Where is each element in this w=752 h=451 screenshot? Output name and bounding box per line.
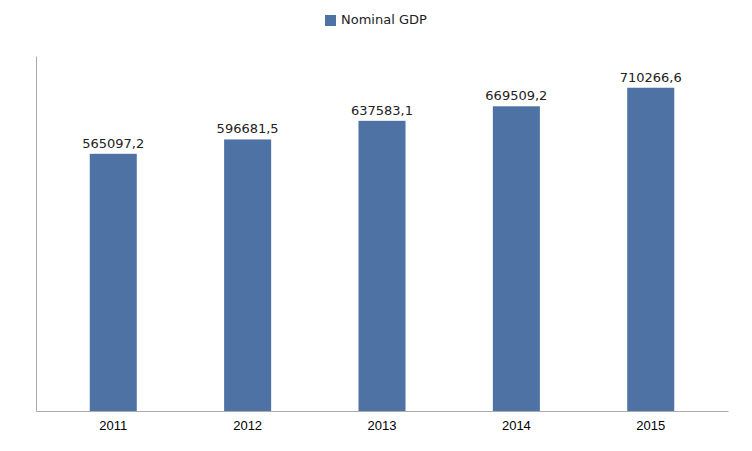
bar: [627, 88, 674, 411]
bars: [90, 88, 675, 411]
x-axis-line: [37, 411, 729, 412]
bar: [90, 154, 137, 411]
bar: [358, 121, 405, 411]
x-tick: 2012: [233, 411, 262, 433]
y-axis: [36, 57, 37, 412]
legend: Nominal GDP: [325, 12, 427, 27]
legend-item: Nominal GDP: [325, 12, 427, 27]
x-tick: 2013: [368, 411, 397, 433]
x-tick-label: 2011: [99, 418, 127, 433]
data-label: 565097,2: [82, 136, 144, 151]
x-tick-label: 2012: [233, 418, 262, 433]
plot: 565097,2 596681,5 637583,1 669509,2 710266,6…: [37, 57, 729, 434]
bar: [493, 106, 540, 411]
data-label: 710266,6: [620, 70, 682, 85]
x-tick: 2015: [636, 411, 665, 433]
legend-label: Nominal GDP: [341, 12, 427, 27]
legend-swatch: [325, 15, 336, 26]
x-tick: 2011: [99, 411, 127, 433]
bar: [224, 139, 271, 411]
x-tick-label: 2015: [636, 418, 665, 433]
data-label: 596681,5: [217, 121, 279, 136]
data-labels: 565097,2 596681,5 637583,1 669509,2 710266,6: [82, 70, 682, 151]
x-tick-label: 2014: [502, 418, 531, 433]
x-axis: 2011 2012 2013 2014 2015: [37, 411, 729, 433]
data-label: 669509,2: [485, 88, 547, 103]
y-axis-line: [36, 57, 37, 412]
x-tick-label: 2013: [368, 418, 397, 433]
chart: 565097,2 596681,5 637583,1 669509,2 710266,6…: [0, 0, 752, 451]
data-label: 637583,1: [351, 103, 413, 118]
x-tick: 2014: [502, 411, 531, 433]
